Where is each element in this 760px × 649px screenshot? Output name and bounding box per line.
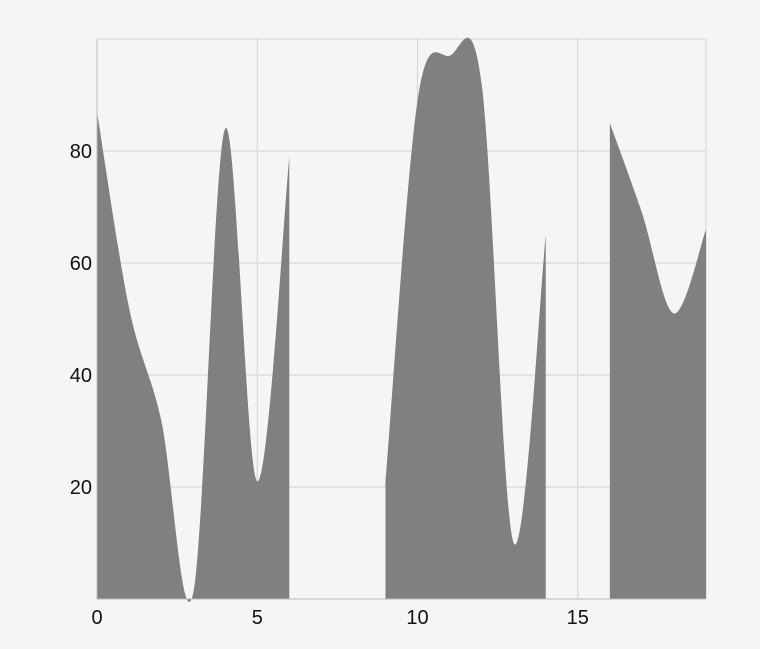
y-tick-label: 20 [70,477,92,499]
y-tick-label: 80 [70,141,92,163]
y-tick-label: 60 [70,253,92,275]
x-tick-label: 10 [406,607,428,629]
x-tick-label: 0 [91,607,102,629]
x-tick-label: 5 [252,607,263,629]
y-tick-label: 40 [70,365,92,387]
x-tick-label: 15 [567,607,589,629]
